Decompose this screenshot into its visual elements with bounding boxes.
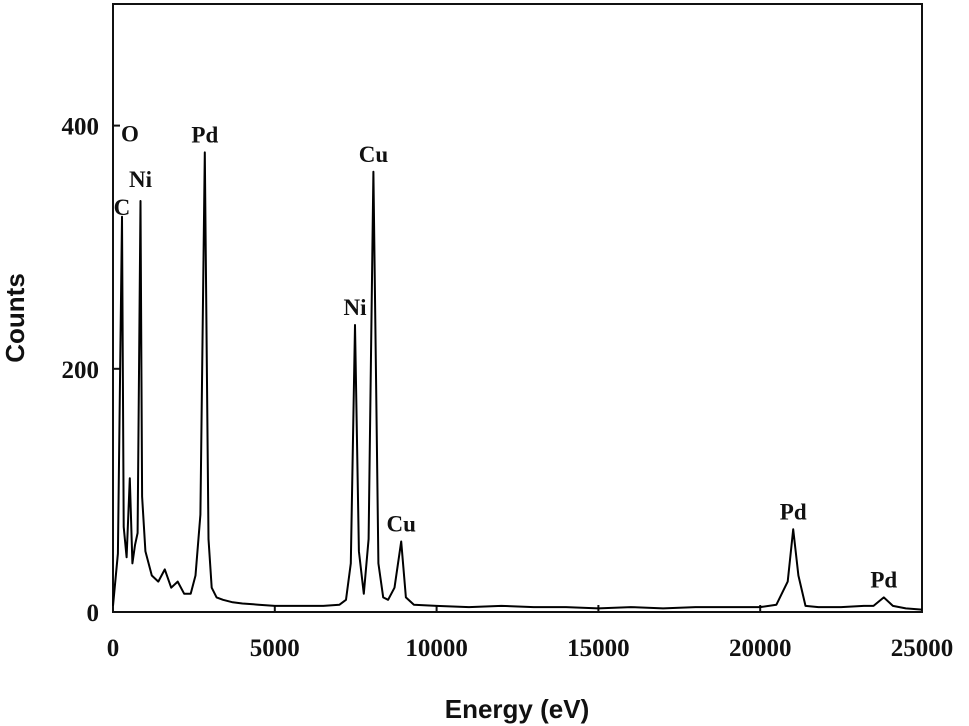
peak-label-pd: Pd — [191, 122, 218, 147]
peak-label-cu: Cu — [386, 511, 416, 536]
x-tick-label: 10000 — [405, 635, 468, 662]
y-tick-label: 400 — [62, 114, 100, 141]
x-tick-label: 0 — [107, 635, 120, 662]
peak-labels: C O Ni Pd Ni Cu Cu Pd Pd — [114, 122, 898, 593]
x-tick-label: 5000 — [250, 635, 300, 662]
x-axis-title: Energy (eV) — [445, 694, 590, 724]
peak-label-c: C — [114, 195, 131, 220]
peak-label-o: O — [121, 122, 139, 147]
x-axis-ticks: 0 5000 10000 15000 20000 25000 — [107, 605, 954, 662]
peak-label-pd: Pd — [870, 567, 897, 592]
y-axis-ticks: 0 200 400 — [62, 114, 120, 627]
y-tick-label: 200 — [62, 357, 100, 384]
y-axis-title: Counts — [0, 273, 30, 363]
peak-label-ni: Ni — [343, 295, 367, 320]
plot-frame — [112, 3, 923, 613]
x-tick-label: 20000 — [729, 635, 792, 662]
peak-label-ni: Ni — [129, 167, 153, 192]
x-tick-label: 25000 — [891, 635, 954, 662]
x-tick-label: 15000 — [567, 635, 630, 662]
spectrum-line — [112, 151, 923, 611]
y-tick-label: 0 — [87, 600, 100, 627]
peak-label-cu: Cu — [359, 142, 389, 167]
peak-label-pd: Pd — [780, 499, 807, 524]
